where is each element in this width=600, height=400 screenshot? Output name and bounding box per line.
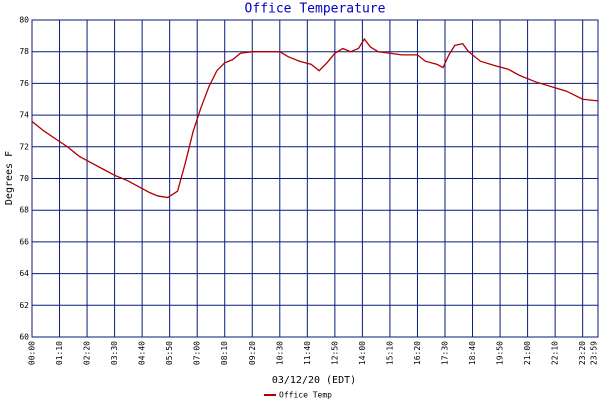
x-tick-label: 16:20 <box>413 341 422 365</box>
y-tick-label: 62 <box>19 301 29 310</box>
y-tick-label: 78 <box>19 47 29 56</box>
x-tick-label: 23:20 <box>578 341 587 365</box>
x-tick-label: 02:20 <box>83 341 92 365</box>
y-tick-label: 80 <box>19 16 29 25</box>
y-tick-label: 64 <box>19 269 29 278</box>
x-tick-label: 08:10 <box>220 341 229 365</box>
x-tick-label: 03:30 <box>110 341 119 365</box>
x-tick-label: 10:30 <box>275 341 284 365</box>
x-tick-label: 07:00 <box>193 341 202 365</box>
x-tick-label: 18:40 <box>468 341 477 365</box>
x-tick-label: 01:10 <box>55 341 64 365</box>
y-tick-label: 68 <box>19 206 29 215</box>
x-tick-label: 23:59 <box>590 341 599 365</box>
legend-label: Office Temp <box>279 391 332 400</box>
y-tick-label: 74 <box>19 111 29 120</box>
x-axis-label: 03/12/20 (EDT) <box>272 375 356 386</box>
y-axis-label: Degrees F <box>4 151 15 205</box>
x-tick-label: 19:50 <box>496 341 505 365</box>
x-tick-label: 22:10 <box>551 341 560 365</box>
x-tick-label: 05:50 <box>165 341 174 365</box>
x-tick-label: 12:50 <box>330 341 339 365</box>
data-line <box>31 37 599 199</box>
x-tick-label: 00:00 <box>28 341 37 365</box>
x-tick-label: 11:40 <box>303 341 312 365</box>
x-tick-label: 09:20 <box>248 341 257 365</box>
x-tick-label: 17:30 <box>440 341 449 365</box>
y-tick-label: 72 <box>19 142 29 151</box>
y-tick-label: 66 <box>19 237 29 246</box>
x-tick-label: 15:10 <box>385 341 394 365</box>
x-tick-label: 14:00 <box>358 341 367 365</box>
x-tick-label: 04:40 <box>138 341 147 365</box>
x-tick-label: 21:00 <box>523 341 532 365</box>
y-tick-label: 60 <box>19 333 29 342</box>
chart-title: Office Temperature <box>245 2 386 17</box>
y-tick-label: 76 <box>19 79 29 88</box>
y-tick-label: 70 <box>19 174 29 183</box>
